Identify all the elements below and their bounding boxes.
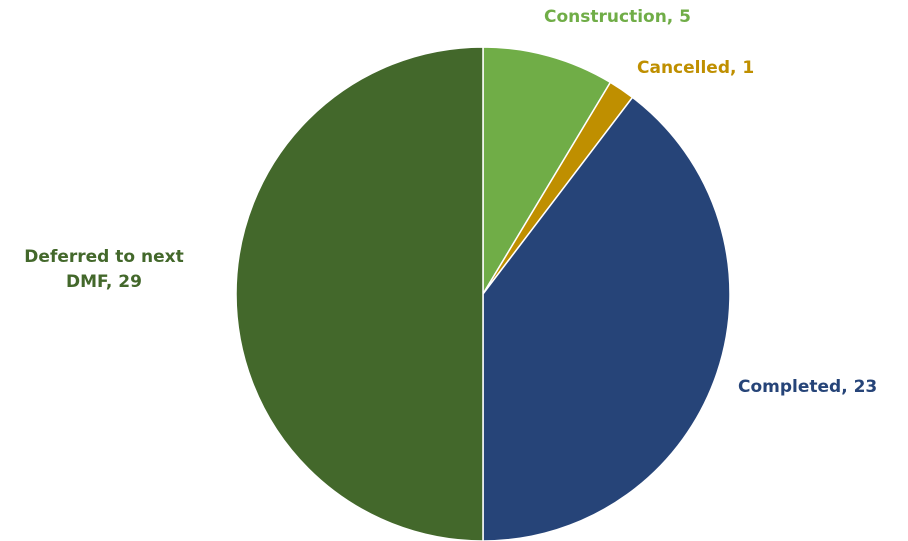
data-labels: Construction, 5 Cancelled, 1 Completed, 23… [24, 7, 877, 397]
pie-slice-construction [482, 46, 612, 297]
data-label-line: Construction, 5 [544, 7, 691, 27]
pie-slice-deferred-to-next-dmf [235, 46, 484, 541]
data-label-completed: Completed, 23 [738, 377, 877, 397]
data-label-cancelled: Cancelled, 1 [637, 58, 754, 78]
pie-slices [235, 46, 731, 541]
data-label-line: Deferred to next [24, 247, 183, 267]
data-label-line: DMF, 29 [66, 272, 142, 292]
pie-slice-completed [482, 96, 731, 541]
data-label-line: Completed, 23 [738, 377, 877, 397]
data-label-line: Cancelled, 1 [637, 58, 754, 78]
data-label-deferred-to-next-dmf: Deferred to next DMF, 29 [24, 247, 183, 292]
data-label-construction: Construction, 5 [544, 7, 691, 27]
